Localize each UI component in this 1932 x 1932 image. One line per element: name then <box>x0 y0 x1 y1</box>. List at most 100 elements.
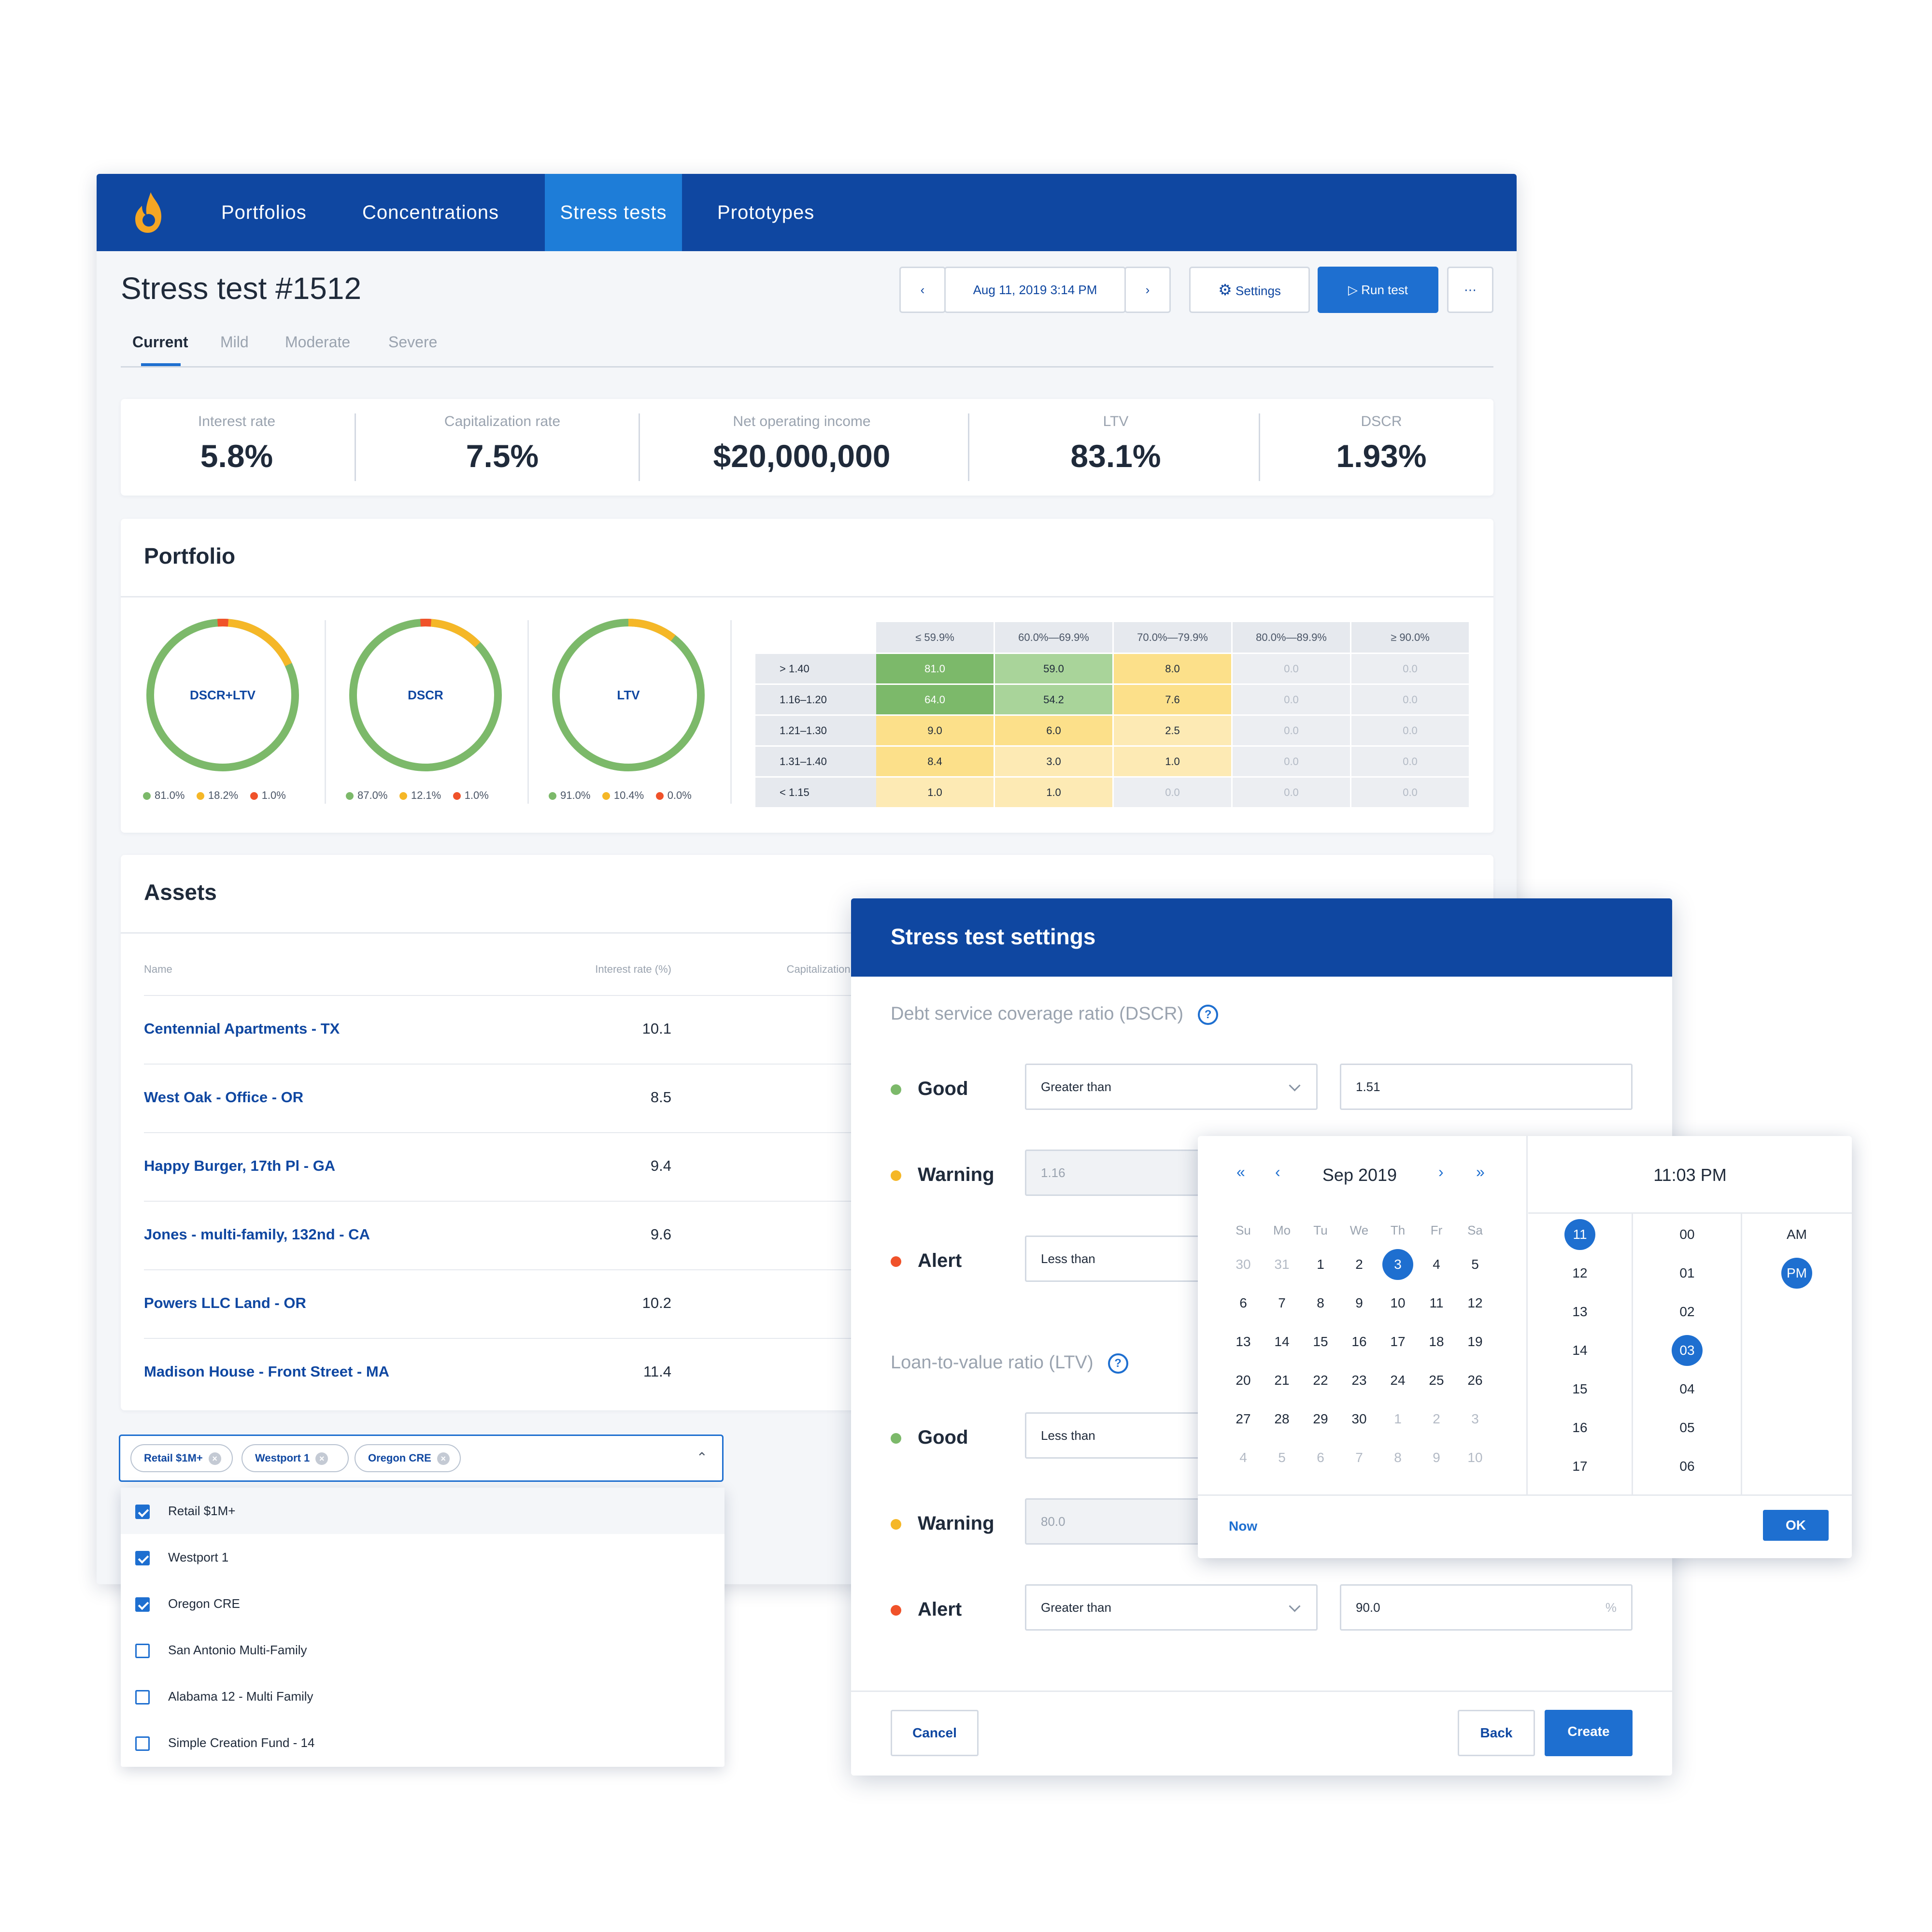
hour-option[interactable]: 12 <box>1528 1258 1632 1289</box>
hour-option[interactable]: 15 <box>1528 1374 1632 1405</box>
ampm-option[interactable]: PM <box>1742 1258 1852 1289</box>
now-button[interactable]: Now <box>1229 1519 1258 1534</box>
calendar-day[interactable]: 8 <box>1378 1442 1417 1473</box>
calendar-day[interactable]: 22 <box>1301 1365 1340 1396</box>
hour-option[interactable]: 17 <box>1528 1451 1632 1482</box>
dropdown-option[interactable]: Alabama 12 - Multi Family <box>121 1673 724 1719</box>
dropdown-option[interactable]: San Antonio Multi-Family <box>121 1627 724 1673</box>
calendar-day[interactable]: 2 <box>1417 1404 1456 1435</box>
settings-button[interactable]: ⚙ Settings <box>1189 267 1310 313</box>
create-button[interactable]: Create <box>1545 1710 1633 1756</box>
calendar-day[interactable]: 30 <box>1224 1249 1263 1280</box>
calendar-day[interactable]: 9 <box>1340 1288 1378 1319</box>
calendar-day[interactable]: 12 <box>1456 1288 1494 1319</box>
col-name-header[interactable]: Name <box>144 963 172 975</box>
chip-westport[interactable]: Westport 1 × <box>242 1444 349 1472</box>
dropdown-option[interactable]: Simple Creation Fund - 14 <box>121 1719 724 1766</box>
cancel-button[interactable]: Cancel <box>891 1710 979 1756</box>
close-icon[interactable]: × <box>208 1452 221 1465</box>
calendar-day[interactable]: 25 <box>1417 1365 1456 1396</box>
next-date-button[interactable]: › <box>1124 267 1171 313</box>
minute-option[interactable]: 06 <box>1633 1451 1742 1482</box>
calendar-day[interactable]: 29 <box>1301 1404 1340 1435</box>
calendar-day[interactable]: 23 <box>1340 1365 1378 1396</box>
calendar-day[interactable]: 20 <box>1224 1365 1263 1396</box>
calendar-day[interactable]: 7 <box>1263 1288 1301 1319</box>
dropdown-option[interactable]: Westport 1 <box>121 1534 724 1580</box>
chip-retail[interactable]: Retail $1M+ × <box>130 1444 233 1472</box>
hour-option[interactable]: 13 <box>1528 1296 1632 1327</box>
help-icon[interactable]: ? <box>1108 1353 1128 1374</box>
calendar-day[interactable]: 7 <box>1340 1442 1378 1473</box>
date-time-field[interactable]: Aug 11, 2019 3:14 PM <box>944 267 1126 313</box>
checkbox[interactable] <box>135 1597 150 1612</box>
asset-name-link[interactable]: Powers LLC Land - OR <box>144 1294 306 1311</box>
checkbox[interactable] <box>135 1736 150 1751</box>
help-icon[interactable]: ? <box>1198 1004 1219 1025</box>
nav-portfolios[interactable]: Portfolios <box>221 202 307 223</box>
nav-stress-tests[interactable]: Stress tests <box>545 174 682 251</box>
ok-button[interactable]: OK <box>1763 1510 1829 1541</box>
dscr-good-operator-select[interactable]: Greater than <box>1025 1064 1318 1110</box>
hour-option[interactable]: 16 <box>1528 1412 1632 1443</box>
asset-name-link[interactable]: West Oak - Office - OR <box>144 1089 304 1106</box>
calendar-day[interactable]: 21 <box>1263 1365 1301 1396</box>
hour-option[interactable]: 14 <box>1528 1335 1632 1366</box>
calendar-day[interactable]: 14 <box>1263 1326 1301 1357</box>
calendar-day[interactable]: 27 <box>1224 1404 1263 1435</box>
calendar-day[interactable]: 5 <box>1263 1442 1301 1473</box>
minute-option[interactable]: 00 <box>1633 1219 1742 1250</box>
checkbox[interactable] <box>135 1505 150 1520</box>
table-row[interactable]: Happy Burger, 17th Pl - GA9.411.2 <box>121 1132 1493 1201</box>
nav-prototypes[interactable]: Prototypes <box>717 202 815 223</box>
tab-current[interactable]: Current <box>132 333 188 351</box>
calendar-day[interactable]: 28 <box>1263 1404 1301 1435</box>
prev-date-button[interactable]: ‹ <box>899 267 946 313</box>
calendar-day[interactable]: 10 <box>1378 1288 1417 1319</box>
calendar-day[interactable]: 18 <box>1417 1326 1456 1357</box>
calendar-day[interactable]: 5 <box>1456 1249 1494 1280</box>
calendar-day[interactable]: 9 <box>1417 1442 1456 1473</box>
calendar-day[interactable]: 17 <box>1378 1326 1417 1357</box>
checkbox[interactable] <box>135 1551 150 1566</box>
calendar-day[interactable]: 3 <box>1456 1404 1494 1435</box>
chevron-up-icon[interactable]: ⌃ <box>696 1450 708 1465</box>
calendar-day[interactable]: 1 <box>1378 1404 1417 1435</box>
minute-option[interactable]: 02 <box>1633 1296 1742 1327</box>
chevron-left-icon[interactable]: ‹ <box>1275 1163 1280 1180</box>
logo-flame-icon[interactable] <box>126 188 174 237</box>
col-interest-header[interactable]: Interest rate (%) <box>595 963 671 975</box>
dropdown-option[interactable]: Oregon CRE <box>121 1580 724 1627</box>
calendar-day[interactable]: 15 <box>1301 1326 1340 1357</box>
chip-oregon[interactable]: Oregon CRE × <box>355 1444 461 1472</box>
asset-name-link[interactable]: Centennial Apartments - TX <box>144 1020 340 1037</box>
asset-name-link[interactable]: Madison House - Front Street - MA <box>144 1363 390 1380</box>
dropdown-option[interactable]: Retail $1M+ <box>121 1488 724 1534</box>
calendar-day[interactable]: 19 <box>1456 1326 1494 1357</box>
calendar-day[interactable]: 24 <box>1378 1365 1417 1396</box>
calendar-day[interactable]: 8 <box>1301 1288 1340 1319</box>
calendar-day[interactable]: 1 <box>1301 1249 1340 1280</box>
calendar-day[interactable]: 26 <box>1456 1365 1494 1396</box>
minute-option[interactable]: 03 <box>1633 1335 1742 1366</box>
minute-option[interactable]: 01 <box>1633 1258 1742 1289</box>
ltv-alert-operator-select[interactable]: Greater than <box>1025 1584 1318 1631</box>
calendar-day[interactable]: 4 <box>1224 1442 1263 1473</box>
calendar-day[interactable]: 31 <box>1263 1249 1301 1280</box>
calendar-day[interactable]: 2 <box>1340 1249 1378 1280</box>
calendar-day[interactable]: 16 <box>1340 1326 1378 1357</box>
run-test-button[interactable]: ▷ Run test <box>1318 267 1438 313</box>
hour-option[interactable]: 11 <box>1528 1219 1632 1250</box>
more-button[interactable]: ⋯ <box>1447 267 1493 313</box>
close-icon[interactable]: × <box>315 1452 328 1465</box>
ampm-option[interactable]: AM <box>1742 1219 1852 1250</box>
minute-option[interactable]: 05 <box>1633 1412 1742 1443</box>
close-icon[interactable]: × <box>437 1452 450 1465</box>
tab-severe[interactable]: Severe <box>388 333 438 351</box>
double-chevron-left-icon[interactable]: « <box>1236 1163 1245 1180</box>
calendar-day[interactable]: 11 <box>1417 1288 1456 1319</box>
nav-concentrations[interactable]: Concentrations <box>362 202 499 223</box>
checkbox[interactable] <box>135 1644 150 1659</box>
tab-moderate[interactable]: Moderate <box>285 333 351 351</box>
dscr-good-value-input[interactable]: 1.51 <box>1340 1064 1633 1110</box>
